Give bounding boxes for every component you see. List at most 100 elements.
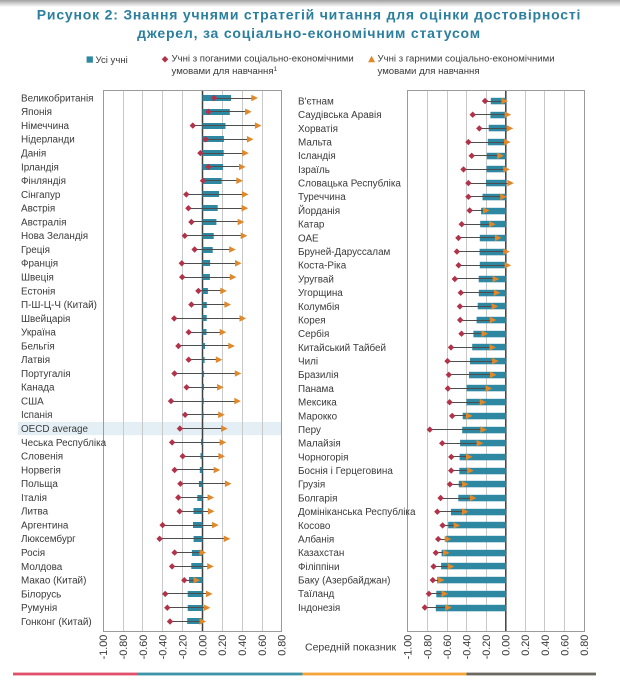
svg-text:Чилі: Чилі — [298, 357, 318, 368]
svg-text:0.20: 0.20 — [520, 635, 532, 656]
svg-text:OECD average: OECD average — [21, 424, 88, 435]
svg-text:Болгарія: Болгарія — [298, 493, 337, 504]
svg-text:Франція: Франція — [21, 259, 58, 270]
svg-text:Румунія: Румунія — [21, 603, 57, 614]
svg-text:Швейцарія: Швейцарія — [21, 314, 70, 325]
svg-text:Учні з поганими соціально-екон: Учні з поганими соціально-економічними — [172, 53, 354, 64]
svg-text:Іспанія: Іспанія — [21, 410, 53, 421]
svg-text:Йорданія: Йорданія — [298, 205, 340, 217]
svg-text:Німеччина: Німеччина — [21, 121, 70, 132]
svg-text:Австралія: Австралія — [21, 217, 66, 228]
svg-text:-1.00: -1.00 — [403, 635, 415, 660]
svg-text:Нідерланди: Нідерланди — [21, 135, 75, 146]
svg-text:Казахстан: Казахстан — [298, 548, 344, 559]
svg-text:Фінляндія: Фінляндія — [21, 176, 66, 187]
svg-text:Індонезія: Індонезія — [298, 603, 340, 614]
svg-text:Албанія: Албанія — [298, 535, 334, 546]
svg-text:Грузія: Грузія — [298, 480, 325, 491]
svg-text:Китайський Тайбей: Китайський Тайбей — [298, 343, 386, 354]
svg-text:Ізраїль: Ізраїль — [298, 165, 330, 176]
svg-text:Греція: Греція — [21, 245, 50, 256]
svg-text:-0.60: -0.60 — [442, 635, 454, 660]
svg-text:США: США — [21, 397, 44, 408]
svg-text:Баку (Азербайджан): Баку (Азербайджан) — [298, 576, 390, 587]
svg-text:-0.40: -0.40 — [461, 635, 473, 660]
svg-text:Туреччина: Туреччина — [298, 192, 346, 203]
svg-text:Канада: Канада — [21, 383, 55, 394]
svg-text:Україна: Україна — [21, 328, 56, 339]
svg-text:Бельгія: Бельгія — [21, 341, 55, 352]
svg-text:Боснія і Герцеговина: Боснія і Герцеговина — [298, 466, 393, 477]
svg-text:Хорватія: Хорватія — [298, 124, 338, 135]
svg-text:Середній показник: Середній показник — [305, 642, 396, 654]
svg-text:Макао (Китай): Макао (Китай) — [21, 576, 86, 587]
svg-text:Гонконг (Китай): Гонконг (Китай) — [21, 617, 92, 628]
svg-text:Норвегія: Норвегія — [21, 465, 61, 476]
svg-text:Катар: Катар — [298, 220, 325, 231]
svg-text:В'єтнам: В'єтнам — [298, 96, 334, 107]
svg-text:Словацька Республіка: Словацька Республіка — [298, 179, 401, 190]
svg-text:Данія: Данія — [21, 149, 46, 160]
svg-text:-0.80: -0.80 — [118, 635, 130, 660]
svg-text:Люксембург: Люксембург — [21, 534, 76, 545]
svg-text:ОАЕ: ОАЕ — [298, 233, 319, 244]
svg-text:Угорщина: Угорщина — [298, 288, 343, 299]
svg-text:Бразилія: Бразилія — [298, 370, 339, 381]
svg-text:0.80: 0.80 — [579, 635, 591, 656]
svg-text:Бруней-Даруссалам: Бруней-Даруссалам — [298, 247, 391, 258]
svg-text:Усі учні: Усі учні — [96, 55, 128, 66]
svg-text:Італія: Італія — [21, 493, 47, 504]
svg-text:0.00: 0.00 — [501, 635, 513, 656]
svg-text:Польща: Польща — [21, 479, 58, 490]
svg-text:-0.40: -0.40 — [158, 635, 170, 660]
svg-text:-1.00: -1.00 — [98, 635, 110, 660]
svg-text:Коста-Ріка: Коста-Ріка — [298, 261, 347, 272]
svg-text:Уругвай: Уругвай — [298, 274, 334, 285]
svg-text:Колумбія: Колумбія — [298, 302, 340, 313]
svg-text:0.40: 0.40 — [540, 635, 552, 656]
svg-text:Естонія: Естонія — [21, 286, 55, 297]
svg-text:Ісландія: Ісландія — [298, 151, 336, 162]
svg-text:0.60: 0.60 — [559, 635, 571, 656]
svg-text:0.80: 0.80 — [277, 635, 289, 656]
svg-text:-0.20: -0.20 — [178, 635, 190, 660]
svg-text:Саудівська Аравія: Саудівська Аравія — [298, 110, 382, 121]
svg-text:Молдова: Молдова — [21, 562, 63, 573]
svg-text:Нова Зеландія: Нова Зеландія — [21, 231, 88, 242]
svg-text:Учні з гарними соціально-еконо: Учні з гарними соціально-економічними — [378, 53, 555, 64]
svg-text:П-Ш-Ц-Ч (Китай): П-Ш-Ц-Ч (Китай) — [21, 300, 97, 311]
svg-text:Австрія: Австрія — [21, 204, 55, 215]
svg-text:0.20: 0.20 — [217, 635, 229, 656]
svg-text:Панама: Панама — [298, 384, 334, 395]
svg-text:джерел, за соціально-економічн: джерел, за соціально-економічним статусо… — [137, 25, 481, 41]
svg-text:Рисунок 2: Знання учнями страт: Рисунок 2: Знання учнями стратегій читан… — [37, 7, 581, 23]
svg-text:0.60: 0.60 — [257, 635, 269, 656]
svg-text:Мексика: Мексика — [298, 398, 337, 409]
svg-text:Чорногорія: Чорногорія — [298, 452, 348, 463]
svg-text:Марокко: Марокко — [298, 411, 338, 422]
svg-text:-0.20: -0.20 — [481, 635, 493, 660]
svg-text:Косово: Косово — [298, 521, 331, 532]
svg-text:0.40: 0.40 — [237, 635, 249, 656]
svg-text:Сінгапур: Сінгапур — [21, 190, 61, 201]
svg-text:Великобританія: Великобританія — [21, 93, 94, 104]
svg-text:Перу: Перу — [298, 425, 321, 436]
svg-text:Чеська Республіка: Чеська Республіка — [21, 438, 107, 449]
svg-text:Аргентина: Аргентина — [21, 521, 69, 532]
svg-text:0.00: 0.00 — [197, 635, 209, 656]
svg-text:-0.80: -0.80 — [422, 635, 434, 660]
svg-text:Білорусь: Білорусь — [21, 589, 61, 600]
svg-text:Японія: Японія — [21, 107, 52, 118]
svg-text:Литва: Литва — [21, 507, 49, 518]
svg-text:-0.60: -0.60 — [138, 635, 150, 660]
svg-text:Ірландія: Ірландія — [21, 162, 59, 173]
svg-text:Словенія: Словенія — [21, 452, 63, 463]
svg-text:Малайзія: Малайзія — [298, 439, 341, 450]
svg-text:Латвія: Латвія — [21, 355, 50, 366]
svg-text:умовами для навчання: умовами для навчання — [378, 66, 480, 77]
svg-text:Таїланд: Таїланд — [298, 589, 335, 600]
svg-text:Португалія: Португалія — [21, 369, 71, 380]
svg-text:Філіппіни: Філіппіни — [298, 562, 340, 573]
svg-text:умовами для навчання1: умовами для навчання1 — [172, 66, 278, 77]
svg-text:Домініканська Республіка: Домініканська Республіка — [298, 507, 416, 518]
